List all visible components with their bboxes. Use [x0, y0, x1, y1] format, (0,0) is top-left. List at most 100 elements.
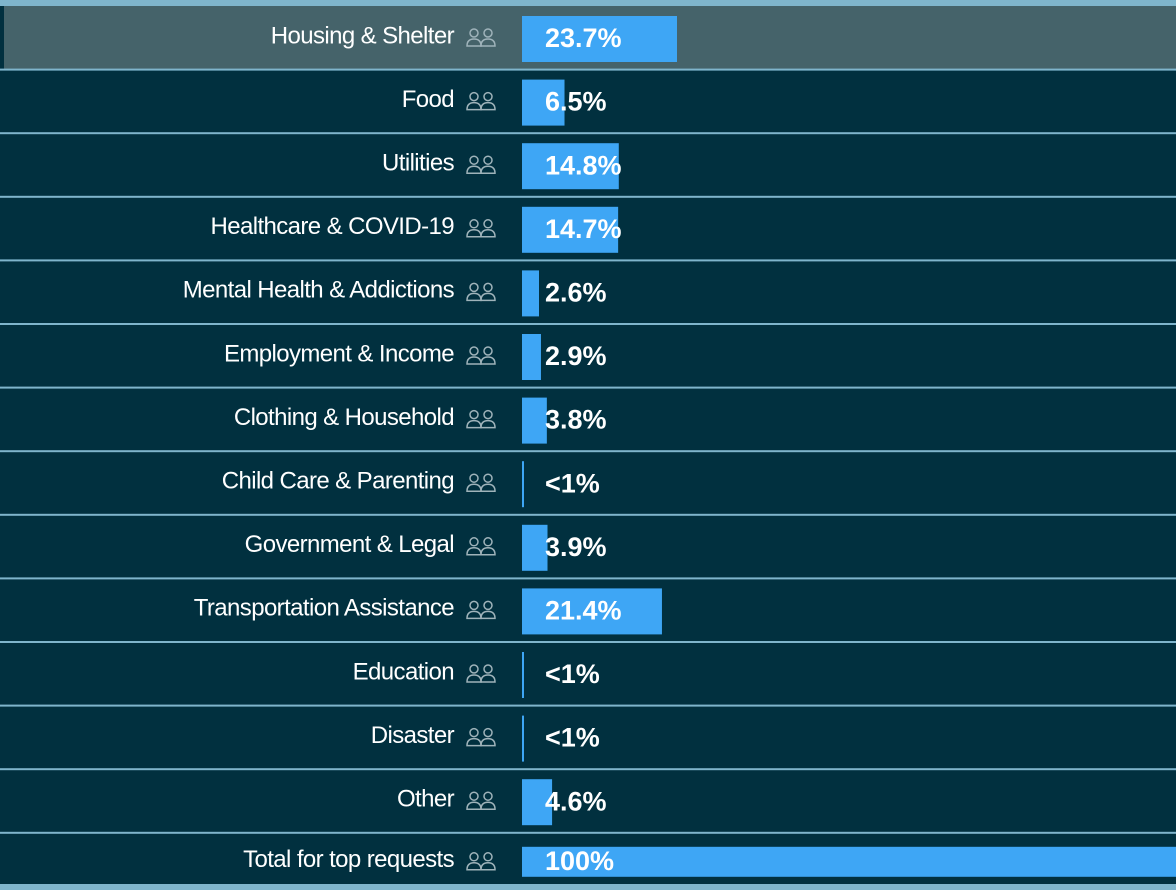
category-label: Transportation Assistance [194, 595, 455, 622]
row-separator [0, 641, 1176, 643]
icon-part [469, 537, 479, 547]
icon-part [480, 101, 496, 111]
icon-part [483, 600, 493, 611]
people-icon [466, 91, 496, 111]
icon-part [483, 28, 493, 38]
bar [522, 397, 547, 444]
icon-part [483, 727, 493, 738]
row-separator [0, 768, 1176, 771]
category-label: Other [397, 786, 455, 813]
bar [522, 143, 619, 190]
category-label: Child Care & Parenting [222, 468, 454, 495]
category-label: Education [353, 658, 454, 685]
category-label: Disaster [371, 722, 455, 749]
value-label: <1% [545, 468, 600, 498]
value-label: 3.8% [545, 405, 607, 435]
people-icon [466, 791, 496, 810]
category-label: Clothing & Household [234, 404, 454, 431]
value-label: 4.6% [545, 786, 607, 816]
category-label: Total for top requests [243, 846, 455, 873]
icon-part [469, 409, 479, 420]
category-label: Utilities [382, 150, 455, 177]
icon-part [469, 852, 479, 862]
icon-part [469, 155, 479, 165]
icon-part [469, 282, 479, 293]
icon-part [469, 791, 479, 801]
bar [522, 652, 524, 698]
category-label: Food [402, 86, 454, 113]
icon-part [480, 862, 496, 871]
people-icon [466, 282, 496, 302]
people-icon [466, 346, 496, 365]
icon-part [469, 346, 479, 356]
row-separator [0, 195, 1176, 198]
row-separator [0, 831, 1176, 834]
icon-part [483, 346, 493, 356]
people-icon [466, 852, 496, 871]
people-icon [466, 155, 496, 174]
category-label: Employment & Income [224, 340, 454, 367]
row-separator [0, 259, 1176, 262]
icon-part [483, 852, 493, 862]
bar [522, 846, 1176, 877]
bar [522, 715, 524, 762]
value-label: 14.7% [545, 214, 622, 244]
value-label: 14.8% [545, 150, 622, 180]
category-label: Housing & Shelter [271, 22, 455, 49]
people-icon [466, 473, 496, 492]
icon-part [483, 155, 493, 165]
icon-part [469, 91, 479, 102]
icon-part [483, 537, 493, 547]
value-label: <1% [545, 723, 600, 753]
bottom-border [0, 884, 1176, 890]
people-icon [466, 219, 496, 238]
icon-part [480, 483, 496, 492]
value-label: 2.6% [545, 278, 607, 308]
icon-part [469, 664, 479, 674]
row-separator [0, 577, 1176, 580]
row-separator [0, 68, 1176, 71]
row-separator [0, 323, 1176, 325]
value-label: <1% [545, 659, 600, 689]
bar [522, 334, 541, 380]
icon-part [483, 409, 493, 420]
people-icon [466, 600, 496, 620]
icon-part [480, 229, 496, 238]
people-icon [466, 409, 496, 429]
icon-part [483, 91, 493, 102]
icon-part [480, 165, 496, 174]
icon-part [480, 610, 496, 620]
icon-part [480, 356, 496, 365]
people-icon [466, 537, 496, 556]
row-separator [0, 386, 1176, 389]
icon-part [483, 473, 493, 483]
value-label: 6.5% [545, 87, 607, 117]
icon-part [483, 219, 493, 229]
people-icon [466, 28, 496, 47]
icon-part [480, 801, 496, 810]
bar [522, 206, 619, 253]
value-label: 3.9% [545, 532, 607, 562]
category-label: Government & Legal [245, 531, 454, 558]
icon-part [469, 600, 479, 611]
value-label: 23.7% [545, 23, 622, 53]
icon-part [469, 28, 479, 38]
value-label: 100% [545, 846, 614, 876]
icon-part [480, 292, 496, 302]
row-separator [0, 513, 1176, 516]
bar [522, 270, 540, 317]
icon-part [480, 674, 496, 683]
category-label: Healthcare & COVID-19 [210, 213, 454, 240]
bar [522, 524, 548, 571]
value-label: 21.4% [545, 596, 622, 626]
row-separator [0, 450, 1176, 453]
icon-part [480, 419, 496, 429]
icon-part [483, 791, 493, 801]
icon-part [483, 664, 493, 674]
people-icon [466, 727, 496, 747]
category-label: Mental Health & Addictions [183, 277, 455, 304]
bar [522, 16, 677, 62]
icon-part [480, 547, 496, 556]
bar [522, 461, 524, 508]
